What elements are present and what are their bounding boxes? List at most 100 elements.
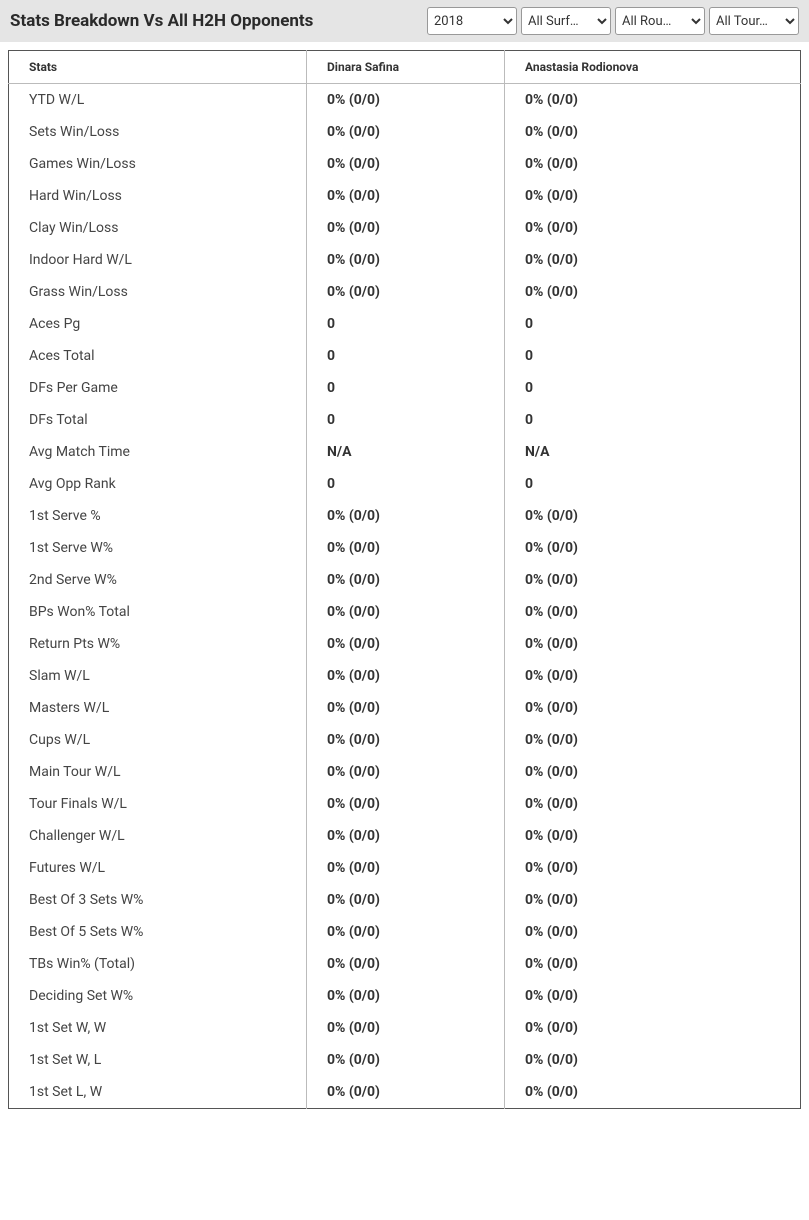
player2-value: 0% (0/0) [505, 788, 801, 820]
player1-value: 0% (0/0) [307, 212, 505, 244]
player2-value: 0% (0/0) [505, 276, 801, 308]
player1-value: 0% (0/0) [307, 276, 505, 308]
stat-label: 1st Serve W% [9, 532, 307, 564]
player1-value: 0% (0/0) [307, 980, 505, 1012]
stat-label: Best Of 5 Sets W% [9, 916, 307, 948]
player1-value: 0% (0/0) [307, 148, 505, 180]
player1-value: 0 [307, 340, 505, 372]
player2-value: 0% (0/0) [505, 628, 801, 660]
player2-value: 0% (0/0) [505, 1044, 801, 1076]
player2-value: 0 [505, 372, 801, 404]
player1-value: 0% (0/0) [307, 1012, 505, 1044]
table-row: Hard Win/Loss0% (0/0)0% (0/0) [9, 180, 801, 212]
stat-label: Aces Pg [9, 308, 307, 340]
table-header-row: Stats Dinara Safina Anastasia Rodionova [9, 51, 801, 84]
page-title: Stats Breakdown Vs All H2H Opponents [10, 11, 313, 31]
table-row: Grass Win/Loss0% (0/0)0% (0/0) [9, 276, 801, 308]
player1-value: 0% (0/0) [307, 852, 505, 884]
player1-value: 0% (0/0) [307, 244, 505, 276]
column-header-player2: Anastasia Rodionova [505, 51, 801, 84]
player1-value: 0% (0/0) [307, 660, 505, 692]
stat-label: Clay Win/Loss [9, 212, 307, 244]
player2-value: 0% (0/0) [505, 852, 801, 884]
player2-value: 0% (0/0) [505, 244, 801, 276]
round-select[interactable]: All Rou… [615, 7, 705, 35]
player2-value: 0% (0/0) [505, 884, 801, 916]
tournament-select[interactable]: All Tour… [709, 7, 799, 35]
player1-value: 0% (0/0) [307, 628, 505, 660]
stat-label: 2nd Serve W% [9, 564, 307, 596]
stat-label: 1st Set W, W [9, 1012, 307, 1044]
player1-value: 0% (0/0) [307, 948, 505, 980]
table-row: Best Of 5 Sets W%0% (0/0)0% (0/0) [9, 916, 801, 948]
column-header-player1: Dinara Safina [307, 51, 505, 84]
table-row: Slam W/L0% (0/0)0% (0/0) [9, 660, 801, 692]
player1-value: 0% (0/0) [307, 1076, 505, 1109]
player2-value: 0% (0/0) [505, 116, 801, 148]
player2-value: 0% (0/0) [505, 820, 801, 852]
year-select[interactable]: 2018 [427, 7, 517, 35]
stat-label: Cups W/L [9, 724, 307, 756]
table-row: Aces Total00 [9, 340, 801, 372]
table-row: Clay Win/Loss0% (0/0)0% (0/0) [9, 212, 801, 244]
stat-label: Challenger W/L [9, 820, 307, 852]
player1-value: 0% (0/0) [307, 724, 505, 756]
table-row: Tour Finals W/L0% (0/0)0% (0/0) [9, 788, 801, 820]
stat-label: Avg Opp Rank [9, 468, 307, 500]
table-row: Return Pts W%0% (0/0)0% (0/0) [9, 628, 801, 660]
player1-value: 0% (0/0) [307, 564, 505, 596]
stat-label: Tour Finals W/L [9, 788, 307, 820]
table-row: Games Win/Loss0% (0/0)0% (0/0) [9, 148, 801, 180]
stat-label: BPs Won% Total [9, 596, 307, 628]
stat-label: Sets Win/Loss [9, 116, 307, 148]
player1-value: 0% (0/0) [307, 84, 505, 117]
table-row: Best Of 3 Sets W%0% (0/0)0% (0/0) [9, 884, 801, 916]
player2-value: 0% (0/0) [505, 532, 801, 564]
stat-label: Best Of 3 Sets W% [9, 884, 307, 916]
stat-label: 1st Set W, L [9, 1044, 307, 1076]
table-row: 1st Set L, W0% (0/0)0% (0/0) [9, 1076, 801, 1109]
player2-value: 0% (0/0) [505, 1076, 801, 1109]
stat-label: Games Win/Loss [9, 148, 307, 180]
player2-value: 0% (0/0) [505, 148, 801, 180]
stat-label: Masters W/L [9, 692, 307, 724]
player1-value: 0% (0/0) [307, 916, 505, 948]
stat-label: Futures W/L [9, 852, 307, 884]
stat-label: TBs Win% (Total) [9, 948, 307, 980]
surface-select[interactable]: All Surf… [521, 7, 611, 35]
player2-value: 0% (0/0) [505, 756, 801, 788]
stat-label: Avg Match Time [9, 436, 307, 468]
stat-label: Hard Win/Loss [9, 180, 307, 212]
table-row: Main Tour W/L0% (0/0)0% (0/0) [9, 756, 801, 788]
table-row: Cups W/L0% (0/0)0% (0/0) [9, 724, 801, 756]
player2-value: 0% (0/0) [505, 980, 801, 1012]
stat-label: Indoor Hard W/L [9, 244, 307, 276]
player1-value: 0% (0/0) [307, 788, 505, 820]
player1-value: 0 [307, 468, 505, 500]
player1-value: 0 [307, 308, 505, 340]
table-row: DFs Per Game00 [9, 372, 801, 404]
player1-value: 0% (0/0) [307, 180, 505, 212]
player2-value: 0 [505, 340, 801, 372]
player1-value: 0% (0/0) [307, 692, 505, 724]
table-row: Futures W/L0% (0/0)0% (0/0) [9, 852, 801, 884]
stat-label: YTD W/L [9, 84, 307, 117]
player1-value: 0% (0/0) [307, 596, 505, 628]
table-row: YTD W/L0% (0/0)0% (0/0) [9, 84, 801, 117]
stat-label: DFs Per Game [9, 372, 307, 404]
table-row: Aces Pg00 [9, 308, 801, 340]
table-row: BPs Won% Total0% (0/0)0% (0/0) [9, 596, 801, 628]
player1-value: 0% (0/0) [307, 500, 505, 532]
stat-label: Return Pts W% [9, 628, 307, 660]
stat-label: Grass Win/Loss [9, 276, 307, 308]
player1-value: 0 [307, 372, 505, 404]
stat-label: Main Tour W/L [9, 756, 307, 788]
stat-label: DFs Total [9, 404, 307, 436]
player2-value: 0% (0/0) [505, 724, 801, 756]
player1-value: 0% (0/0) [307, 820, 505, 852]
table-row: DFs Total00 [9, 404, 801, 436]
player1-value: 0% (0/0) [307, 1044, 505, 1076]
table-row: Indoor Hard W/L0% (0/0)0% (0/0) [9, 244, 801, 276]
table-row: TBs Win% (Total)0% (0/0)0% (0/0) [9, 948, 801, 980]
table-row: 1st Serve %0% (0/0)0% (0/0) [9, 500, 801, 532]
